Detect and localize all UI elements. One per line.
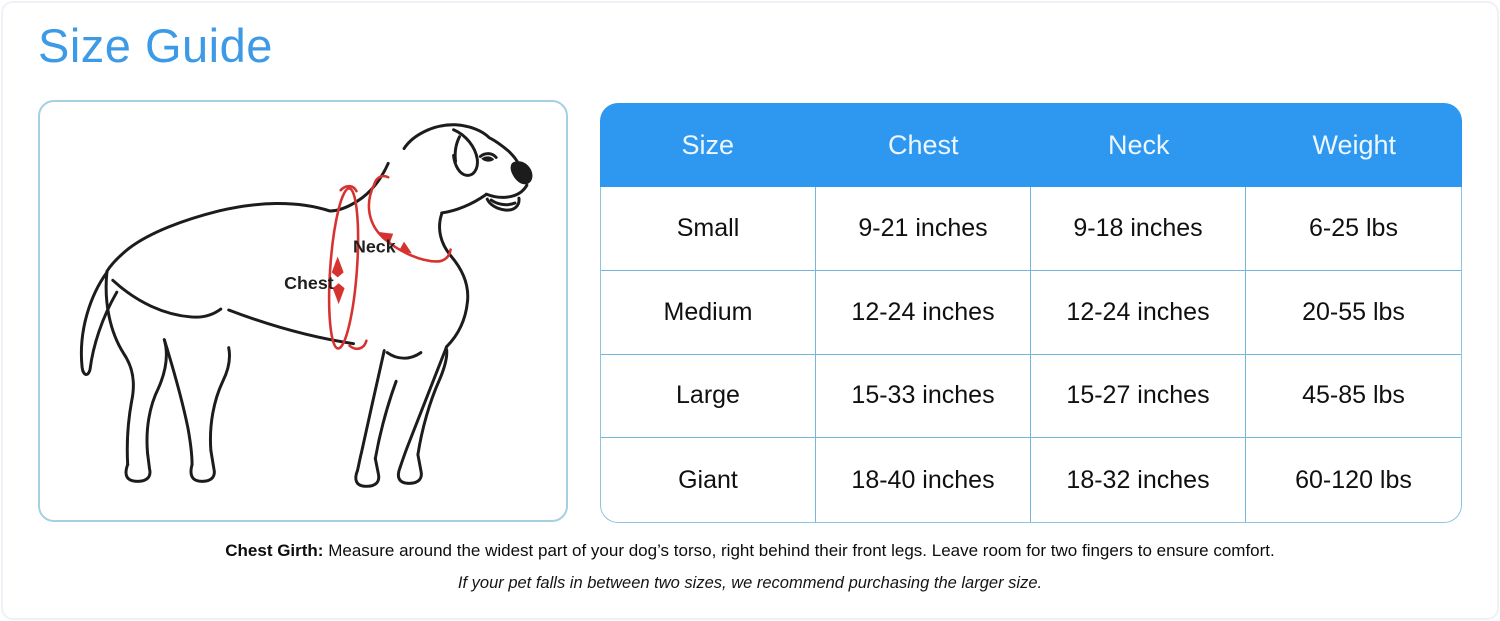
header-cell-chest: Chest xyxy=(887,129,959,160)
chest-girth-footnote-label: Chest Girth: xyxy=(225,541,324,560)
dog-eye xyxy=(481,156,495,162)
cell-small-neck: 9-18 inches xyxy=(1031,187,1246,271)
page-title: Size Guide xyxy=(38,19,273,72)
chest-label: Chest xyxy=(284,273,334,293)
chest-arrow-down-icon xyxy=(332,283,345,305)
cell-large-chest: 15-33 inches xyxy=(816,354,1031,439)
cell-medium-neck: 12-24 inches xyxy=(1031,270,1246,355)
neck-label: Neck xyxy=(353,237,396,257)
header-cell-size: Size xyxy=(681,129,735,160)
dog-nose xyxy=(510,161,533,185)
table-header-row: Size Chest Neck Weight xyxy=(600,103,1462,187)
size-guide-table: Size Chest Neck Weight Small 9-21 inches… xyxy=(600,103,1462,523)
chest-girth-footnote: Chest Girth: Measure around the widest p… xyxy=(0,541,1500,561)
cell-large-size: Large xyxy=(601,354,816,439)
table-body: Small 9-21 inches 9-18 inches 6-25 lbs M… xyxy=(600,187,1462,523)
cell-giant-neck: 18-32 inches xyxy=(1031,438,1246,522)
cell-small-chest: 9-21 inches xyxy=(816,187,1031,271)
cell-giant-weight: 60-120 lbs xyxy=(1295,465,1412,494)
chest-girth-footnote-text: Measure around the widest part of your d… xyxy=(328,541,1275,560)
chest-girth-ellipse xyxy=(327,184,368,351)
cell-medium-weight: 20-55 lbs xyxy=(1246,271,1461,355)
cell-medium-size: Medium xyxy=(601,270,816,355)
cell-medium-chest: 12-24 inches xyxy=(816,270,1031,355)
neck-girth-curve xyxy=(367,174,452,263)
dog-diagram-box: Neck Chest xyxy=(38,100,568,522)
cell-small-size: Small xyxy=(601,187,816,271)
neck-arrow-up-icon xyxy=(377,231,394,245)
cell-large-weight: 45-85 lbs xyxy=(1246,355,1461,439)
between-sizes-footnote: If your pet falls in between two sizes, … xyxy=(457,574,1043,592)
header-cell-neck: Neck xyxy=(1107,129,1170,160)
cell-giant-size: Giant xyxy=(601,438,816,522)
measurement-arrows xyxy=(331,231,412,305)
cell-small-weight: 6-25 lbs xyxy=(1246,187,1461,271)
dog-measurement-illustration: Neck Chest xyxy=(79,123,533,488)
chest-arrow-up-icon xyxy=(331,256,344,278)
cell-giant-chest: 18-40 inches xyxy=(816,438,1031,522)
neck-arrow-down-icon xyxy=(399,241,412,254)
header-cell-weight: Weight xyxy=(1312,129,1397,160)
cell-large-neck: 15-27 inches xyxy=(1031,354,1246,439)
dog-outline xyxy=(79,123,529,488)
